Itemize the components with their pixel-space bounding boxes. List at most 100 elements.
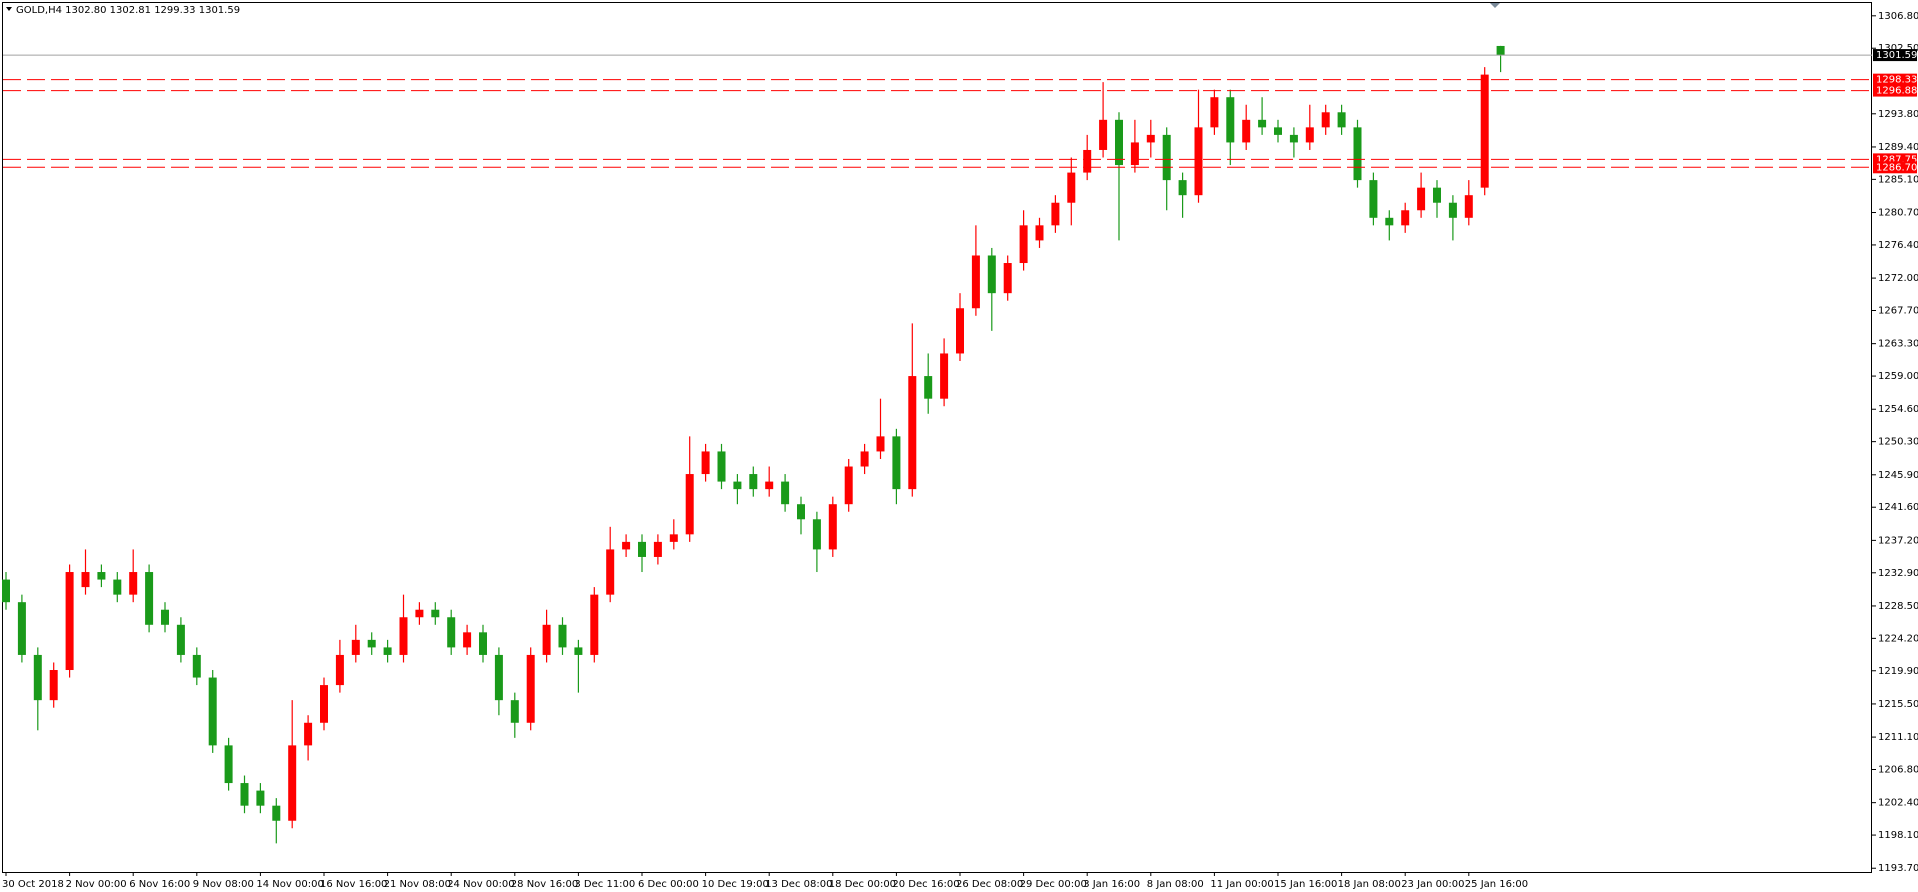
price-level-label: 1286.70 [1876, 162, 1917, 173]
candle-body [65, 572, 74, 671]
price-level-label: 1301.59 [1876, 50, 1917, 61]
candle-body [653, 541, 662, 557]
y-tick-label: 1272.00 [1878, 273, 1918, 284]
x-tick-label: 6 Dec 00:00 [638, 879, 699, 890]
menu-arrow [6, 7, 12, 11]
candle-body [1178, 180, 1187, 196]
candle-body [812, 519, 821, 550]
candle-body [717, 451, 726, 482]
candle-body [320, 685, 328, 723]
y-tick-label: 1193.70 [1878, 863, 1918, 874]
y-tick-label: 1302.50 [1878, 43, 1918, 54]
candle-body [447, 617, 456, 648]
candle-body [145, 572, 154, 625]
x-tick-label: 23 Jan 00:00 [1401, 879, 1464, 890]
y-tick-label: 1215.50 [1878, 699, 1918, 710]
candle-body [1115, 119, 1123, 166]
candle-body [494, 654, 503, 701]
candle-body [1337, 112, 1346, 128]
candle-body [1003, 263, 1012, 294]
candle-body [1099, 119, 1108, 150]
y-tick-label: 1232.90 [1878, 568, 1918, 579]
candle-body [129, 572, 138, 595]
candle-body [2, 579, 10, 603]
candle-body [1464, 195, 1473, 218]
candle-body [1019, 225, 1028, 264]
x-tick-label: 24 Nov 00:00 [447, 879, 514, 890]
y-tick-label: 1245.90 [1878, 470, 1918, 481]
candle-body [1480, 74, 1489, 188]
x-tick-label: 20 Dec 16:00 [892, 879, 959, 890]
candle-body [892, 436, 901, 490]
x-tick-label: 26 Dec 08:00 [956, 879, 1023, 890]
candle-body [574, 647, 583, 655]
candle-body [701, 451, 710, 475]
candle-body [924, 376, 933, 399]
candle-body [606, 549, 615, 595]
chart-title: GOLD,H4 1302.80 1302.81 1299.33 1301.59 [16, 5, 240, 16]
candle-body [685, 474, 694, 535]
y-tick-label: 1280.70 [1878, 208, 1918, 219]
candle-body [399, 617, 408, 655]
x-tick-label: 3 Jan 16:00 [1083, 879, 1140, 890]
candle-body [415, 609, 424, 618]
candle-body [1369, 180, 1378, 218]
candle-body [1401, 210, 1410, 226]
candle-body [1162, 134, 1171, 181]
x-tick-label: 2 Nov 00:00 [66, 879, 127, 890]
candle-body [558, 624, 567, 648]
candle-body [272, 805, 281, 821]
candle-body [176, 624, 185, 655]
candle-body [463, 632, 472, 648]
x-tick-label: 30 Oct 2018 [2, 879, 64, 890]
candle-body [1130, 142, 1139, 166]
candle-body [1035, 225, 1044, 241]
price-level-tag [1873, 161, 1917, 174]
candle-body [765, 481, 774, 490]
candle-body [479, 632, 487, 655]
y-tick-label: 1289.40 [1878, 142, 1918, 153]
candle-body [81, 572, 90, 588]
candle-body [590, 594, 599, 655]
candle-body [1496, 45, 1505, 56]
price-level-label: 1298.33 [1876, 75, 1917, 86]
candle-body [987, 255, 996, 294]
y-tick-label: 1237.20 [1878, 535, 1918, 546]
candle-body [1321, 112, 1330, 128]
candle-body [876, 436, 885, 452]
candle-body [161, 609, 169, 625]
y-tick-label: 1259.00 [1878, 371, 1918, 382]
candle-body [1210, 97, 1219, 128]
y-tick-label: 1263.30 [1878, 339, 1918, 350]
x-tick-label: 8 Jan 08:00 [1147, 879, 1204, 890]
x-tick-label: 6 Nov 16:00 [129, 879, 190, 890]
y-tick-label: 1228.50 [1878, 601, 1918, 612]
candle-body [1289, 134, 1298, 143]
candle-body [431, 609, 440, 618]
y-tick-label: 1254.60 [1878, 404, 1918, 415]
y-tick-label: 1206.80 [1878, 764, 1918, 775]
price-level-label: 1296.88 [1876, 86, 1917, 97]
candle-body [1083, 149, 1092, 173]
shift-marker [1490, 3, 1500, 8]
x-tick-label: 21 Nov 08:00 [384, 879, 451, 890]
candle-body [33, 654, 42, 701]
price-level-tag [1873, 84, 1917, 97]
candle-body [1353, 127, 1362, 181]
candle-body [542, 624, 551, 655]
candle-body [1258, 119, 1267, 128]
candle-body [781, 481, 790, 505]
candle-body [1417, 187, 1426, 211]
candle-body [844, 466, 853, 505]
y-tick-label: 1285.10 [1878, 174, 1918, 185]
candle-body [1146, 134, 1155, 143]
y-tick-label: 1250.30 [1878, 437, 1918, 448]
candle-body [733, 481, 742, 490]
candle-body [669, 534, 678, 542]
candle-body [908, 376, 917, 490]
candle-body [622, 541, 631, 550]
x-tick-label: 29 Dec 00:00 [1020, 879, 1087, 890]
candle-body [638, 541, 646, 557]
